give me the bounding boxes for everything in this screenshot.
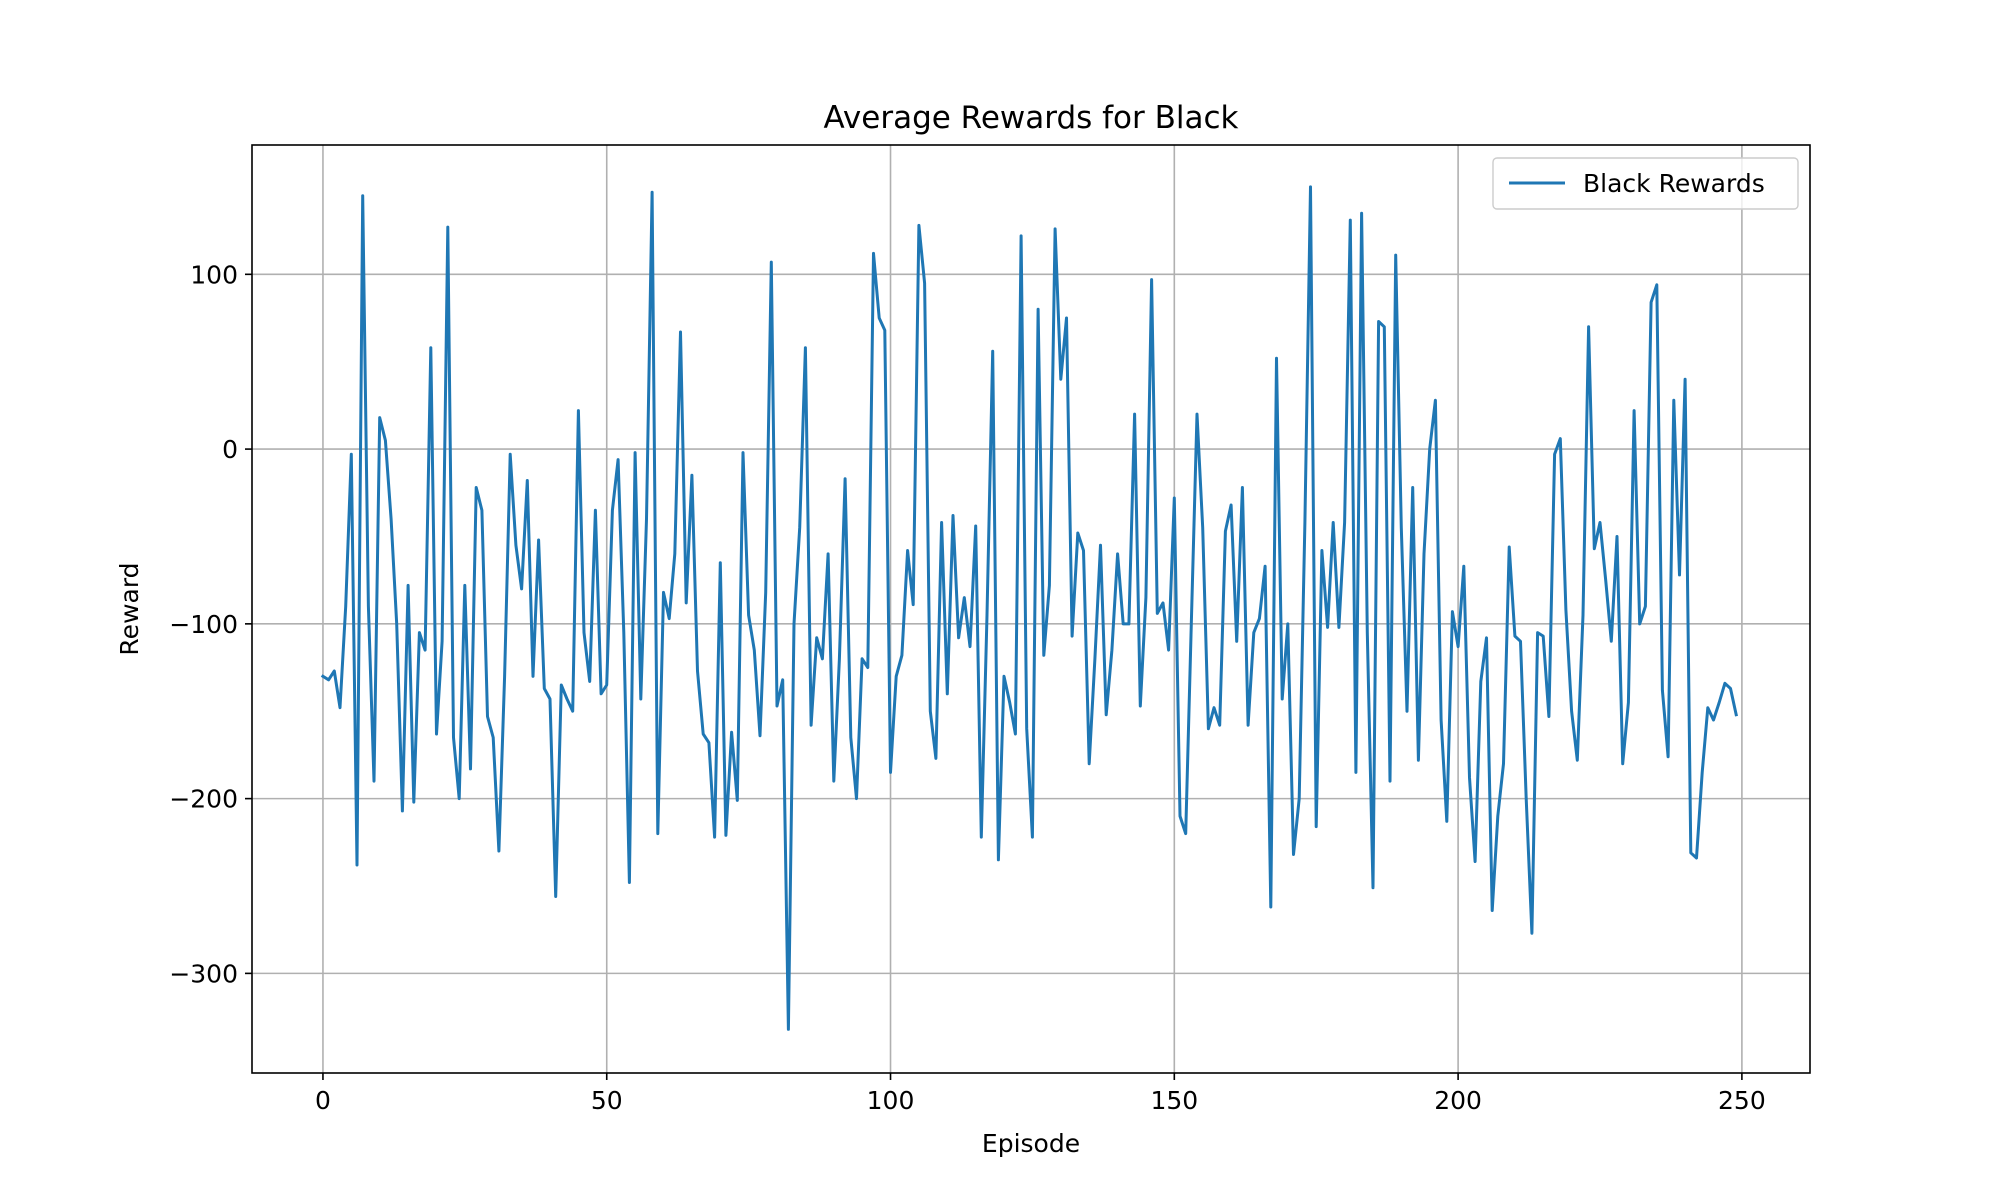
x-tick-label: 150 (1150, 1086, 1198, 1115)
legend-box (1492, 157, 1799, 210)
y-axis-label: Reward (115, 562, 144, 655)
y-tick-label: −100 (169, 610, 238, 639)
x-tick-label: 200 (1434, 1086, 1482, 1115)
y-tick-label: −200 (169, 785, 238, 814)
chart-title: Average Rewards for Black (824, 100, 1239, 136)
x-tick-label: 50 (591, 1086, 623, 1115)
y-tick-label: 100 (190, 260, 238, 289)
legend-label-black-rewards: Black Rewards (1583, 169, 1765, 198)
grid-lines (252, 145, 1810, 1073)
x-tick-label: 250 (1718, 1086, 1766, 1115)
x-axis-label: Episode (982, 1129, 1080, 1158)
axis-ticks: 0 50 100 150 200 250 −300 −200 −100 0 100 (169, 260, 1765, 1115)
x-tick-label: 100 (867, 1086, 915, 1115)
y-tick-label: 0 (222, 435, 238, 464)
legend: Black Rewards (1492, 157, 1799, 210)
x-tick-label: 0 (315, 1086, 331, 1115)
series-layer (320, 185, 1738, 1031)
series-line-black-rewards (320, 185, 1738, 1031)
plot-frame (251, 144, 1811, 1074)
y-tick-label: −300 (169, 959, 238, 988)
